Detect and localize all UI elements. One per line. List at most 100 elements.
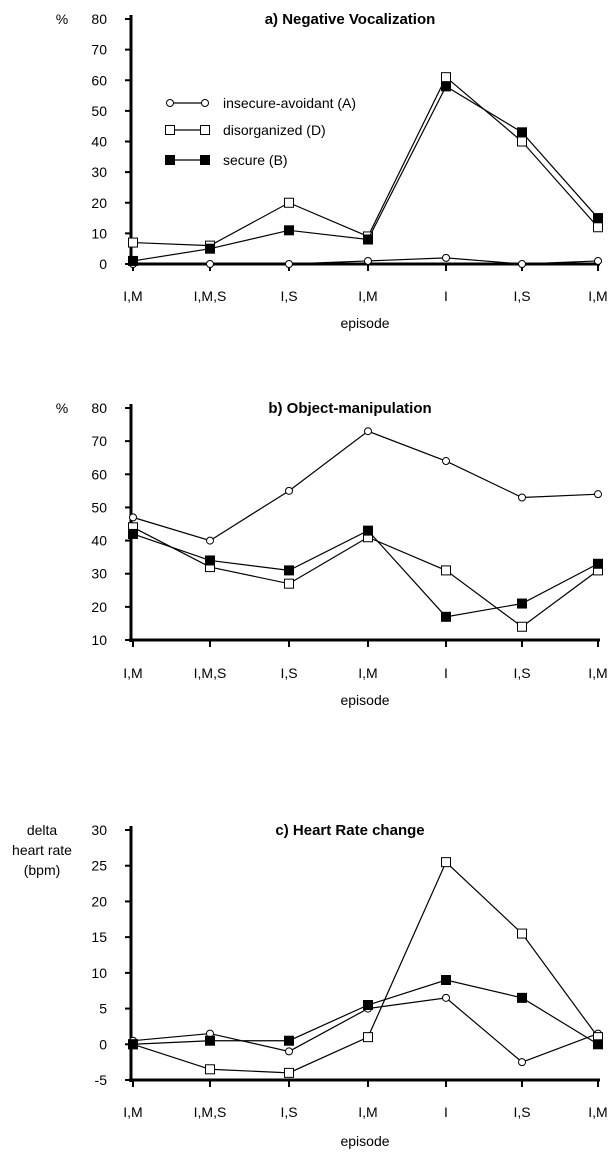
y-tick-label: 20 (91, 599, 107, 615)
data-point (518, 1058, 526, 1067)
x-tick-label: I,M (588, 665, 607, 681)
x-tick-label: I,M,S (194, 665, 227, 681)
y-tick-label: 30 (91, 164, 107, 180)
y-tick-label: 20 (91, 195, 107, 211)
x-tick-label: I,M (358, 665, 377, 681)
y-tick-label: 0 (99, 1036, 107, 1052)
legend-label: disorganized (D) (223, 122, 326, 138)
y-tick-label: 10 (91, 225, 107, 241)
x-tick-label: I,M (588, 1104, 607, 1120)
data-point (284, 197, 294, 208)
data-point (285, 1047, 293, 1056)
x-axis-label: episode (340, 692, 389, 708)
y-axis-label-line: delta (27, 822, 58, 838)
data-point (128, 237, 138, 248)
legend-label: insecure-avoidant (A) (223, 95, 356, 111)
data-point (518, 493, 526, 502)
legend-marker (201, 99, 209, 107)
y-tick-label: 70 (91, 433, 107, 449)
data-point (363, 234, 373, 245)
data-point (205, 1035, 215, 1046)
y-tick-label: 5 (99, 1001, 107, 1017)
legend-marker (165, 125, 175, 135)
data-point (441, 857, 451, 868)
data-point (284, 225, 294, 236)
chart-panel-2: c) Heart Rate change delta heart rate (bpm)… (12, 822, 608, 1149)
x-tick-label: I,M (358, 1104, 377, 1120)
data-point (594, 490, 602, 499)
y-tick-label: 30 (91, 822, 107, 838)
y-axis-label: % (56, 11, 68, 27)
y-axis-label-line: heart rate (12, 842, 72, 858)
x-tick-label: I,S (513, 665, 530, 681)
data-point (441, 72, 451, 83)
y-tick-label: 60 (91, 466, 107, 482)
y-axis-label: % (56, 400, 68, 416)
y-tick-label: 60 (91, 72, 107, 88)
y-tick-label: 25 (91, 858, 107, 874)
chart-title: a) Negative Vocalization (265, 11, 436, 28)
chart-title: b) Object-manipulation (268, 400, 431, 417)
data-point (284, 1035, 294, 1046)
legend-marker (200, 125, 210, 135)
y-tick-label: 50 (91, 103, 107, 119)
legend-marker (200, 155, 210, 165)
y-axis-label-line: (bpm) (24, 862, 61, 878)
x-tick-label: I,S (280, 1104, 297, 1120)
data-point (594, 256, 602, 265)
x-tick-label: I,S (513, 1104, 530, 1120)
y-tick-label: 40 (91, 134, 107, 150)
data-point (205, 555, 215, 566)
data-point (284, 1067, 294, 1078)
y-tick-label: 40 (91, 533, 107, 549)
y-tick-label: 80 (91, 11, 107, 27)
data-point (285, 486, 293, 495)
data-point (442, 253, 450, 262)
data-point (441, 565, 451, 576)
data-point (517, 992, 527, 1003)
x-tick-label: I,M (123, 665, 142, 681)
x-tick-label: I (444, 665, 448, 681)
y-tick-label: 80 (91, 400, 107, 416)
x-tick-label: I,M,S (194, 288, 227, 304)
x-tick-label: I,S (280, 288, 297, 304)
y-tick-label: -5 (95, 1072, 108, 1088)
data-point (206, 260, 214, 268)
data-point (205, 243, 215, 254)
data-point (285, 260, 293, 268)
x-tick-label: I,M,S (194, 1104, 227, 1120)
data-point (363, 1000, 373, 1010)
y-tick-label: 10 (91, 632, 107, 648)
data-point (593, 558, 603, 569)
data-point (517, 621, 527, 632)
data-point (593, 1039, 603, 1050)
data-point (517, 598, 527, 609)
data-point (364, 256, 372, 265)
legend-marker (165, 155, 175, 165)
data-point (517, 928, 527, 939)
x-tick-label: I,M (358, 288, 377, 304)
data-point (517, 136, 527, 147)
y-tick-label: 70 (91, 42, 107, 58)
data-point (128, 1039, 138, 1050)
x-tick-label: I,S (280, 665, 297, 681)
data-point (442, 457, 450, 466)
x-tick-label: I,S (513, 288, 530, 304)
data-point (284, 565, 294, 576)
data-point (441, 975, 451, 985)
chart-panel-1: b) Object-manipulation% 10 20 30 40 50 60 70 80 I… (56, 400, 608, 708)
x-axis-label: episode (340, 315, 389, 331)
data-point (128, 255, 138, 266)
legend-marker (166, 99, 174, 107)
chart-title: c) Heart Rate change (275, 822, 424, 839)
data-point (284, 578, 294, 589)
x-axis-label: episode (340, 1133, 389, 1149)
y-tick-label: 50 (91, 499, 107, 515)
data-point (441, 611, 451, 622)
x-tick-label: I (444, 288, 448, 304)
data-point (129, 513, 137, 522)
y-tick-label: 15 (91, 929, 107, 945)
data-point (593, 222, 603, 233)
data-point (518, 260, 526, 268)
data-point (363, 1032, 373, 1043)
